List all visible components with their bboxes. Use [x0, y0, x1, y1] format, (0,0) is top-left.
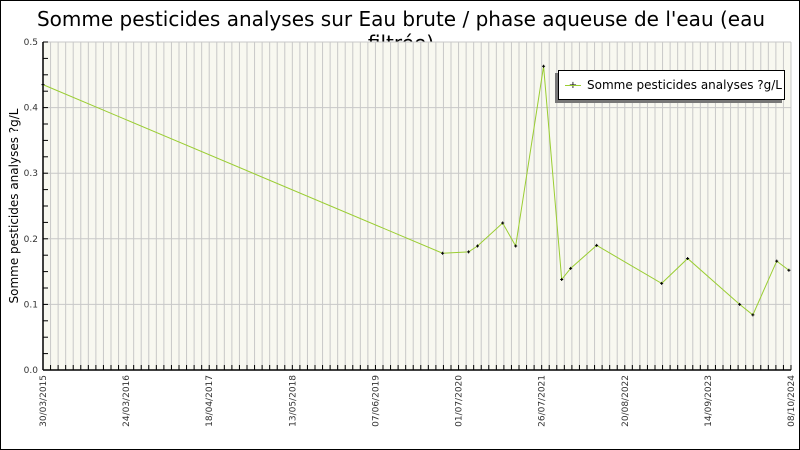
x-tick-label: 18/04/2017: [205, 375, 215, 427]
data-point: [569, 266, 573, 270]
data-point: [542, 64, 546, 68]
data-point: [787, 268, 791, 272]
y-tick-label: 0.2: [24, 235, 38, 245]
data-point: [595, 243, 599, 247]
y-tick-label: 0.0: [24, 366, 39, 376]
y-tick-label: 0.1: [24, 300, 38, 310]
x-tick-label: 08/10/2024: [787, 375, 797, 427]
x-tick-label: 20/08/2022: [621, 375, 631, 427]
x-tick-label: 07/06/2019: [371, 375, 381, 427]
data-point: [751, 313, 755, 317]
data-point: [476, 244, 480, 248]
data-point: [686, 256, 690, 260]
x-tick-label: 30/03/2015: [39, 375, 49, 427]
y-tick-label: 0.5: [24, 38, 38, 48]
data-point: [660, 281, 664, 285]
x-tick-label: 24/03/2016: [122, 375, 132, 427]
data-point: [467, 250, 471, 254]
data-point: [514, 244, 518, 248]
x-tick-label: 13/05/2018: [288, 375, 298, 427]
data-point: [441, 251, 445, 255]
data-point: [41, 83, 45, 87]
legend: + Somme pesticides analyses ?g/L: [558, 70, 785, 100]
y-tick-label: 0.4: [24, 104, 39, 114]
y-axis-label: Somme pesticides analyses ?g/L: [7, 108, 21, 303]
y-tick-label: 0.3: [24, 169, 38, 179]
legend-label: Somme pesticides analyses ?g/L: [587, 78, 782, 92]
data-point: [560, 277, 564, 281]
data-point: [738, 302, 742, 306]
data-point: [501, 221, 505, 225]
x-tick-label: 14/09/2023: [704, 375, 714, 427]
data-point: [775, 259, 779, 263]
x-tick-label: 26/07/2021: [538, 375, 548, 427]
legend-marker-icon: +: [565, 79, 581, 91]
x-tick-label: 01/07/2020: [455, 375, 465, 427]
series-line: [42, 66, 790, 316]
